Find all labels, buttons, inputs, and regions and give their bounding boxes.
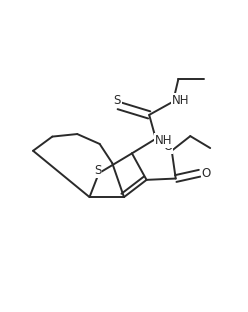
Text: S: S — [114, 94, 121, 107]
Text: O: O — [163, 140, 172, 153]
Text: O: O — [202, 167, 211, 180]
Text: S: S — [94, 164, 101, 177]
Text: NH: NH — [155, 134, 173, 147]
Text: NH: NH — [172, 94, 190, 107]
